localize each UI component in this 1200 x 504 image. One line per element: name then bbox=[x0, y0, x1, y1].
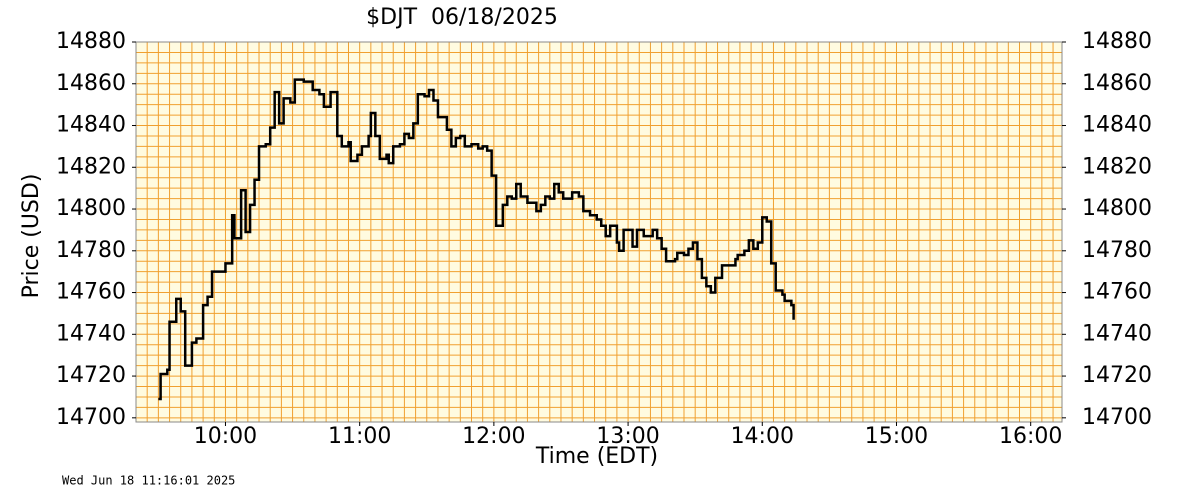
x-tick-label: 14:00 bbox=[731, 424, 794, 449]
y-tick-label: 14760 bbox=[56, 280, 126, 305]
timestamp: Wed Jun 18 11:16:01 2025 bbox=[62, 474, 235, 488]
y-tick-label: 14700 bbox=[56, 405, 126, 430]
x-tick-label: 11:00 bbox=[328, 424, 391, 449]
price-line bbox=[158, 78, 795, 401]
y-tick-label-right: 14760 bbox=[1082, 280, 1152, 305]
y-tick-label-right: 14740 bbox=[1082, 321, 1152, 346]
y-tick-label: 14780 bbox=[56, 238, 126, 263]
y-axis-label: Price (USD) bbox=[19, 174, 44, 299]
plot-frame bbox=[135, 41, 1063, 423]
x-axis-label: Time (EDT) bbox=[535, 444, 658, 469]
x-tick-label: 12:00 bbox=[462, 424, 525, 449]
x-tick-label: 10:00 bbox=[194, 424, 257, 449]
y-tick-label: 14720 bbox=[56, 363, 126, 388]
chart-title: $DJT 06/18/2025 bbox=[366, 5, 558, 30]
y-tick-label: 14880 bbox=[56, 29, 126, 54]
y-tick-label-right: 14880 bbox=[1082, 29, 1152, 54]
y-tick-label: 14800 bbox=[56, 196, 126, 221]
y-tick-label: 14820 bbox=[56, 154, 126, 179]
y-tick-label-right: 14720 bbox=[1082, 363, 1152, 388]
y-tick-label: 14840 bbox=[56, 113, 126, 138]
y-tick-label-right: 14860 bbox=[1082, 71, 1152, 96]
y-tick-label-right: 14700 bbox=[1082, 405, 1152, 430]
x-tick-label: 13:00 bbox=[596, 424, 659, 449]
y-tick-label-right: 14820 bbox=[1082, 154, 1152, 179]
x-tick-label: 16:00 bbox=[999, 424, 1062, 449]
x-tick-label: 15:00 bbox=[865, 424, 928, 449]
y-tick-label-right: 14800 bbox=[1082, 196, 1152, 221]
y-tick-label-right: 14780 bbox=[1082, 238, 1152, 263]
y-tick-label: 14860 bbox=[56, 71, 126, 96]
y-tick-label-right: 14840 bbox=[1082, 113, 1152, 138]
y-tick-label: 14740 bbox=[56, 321, 126, 346]
